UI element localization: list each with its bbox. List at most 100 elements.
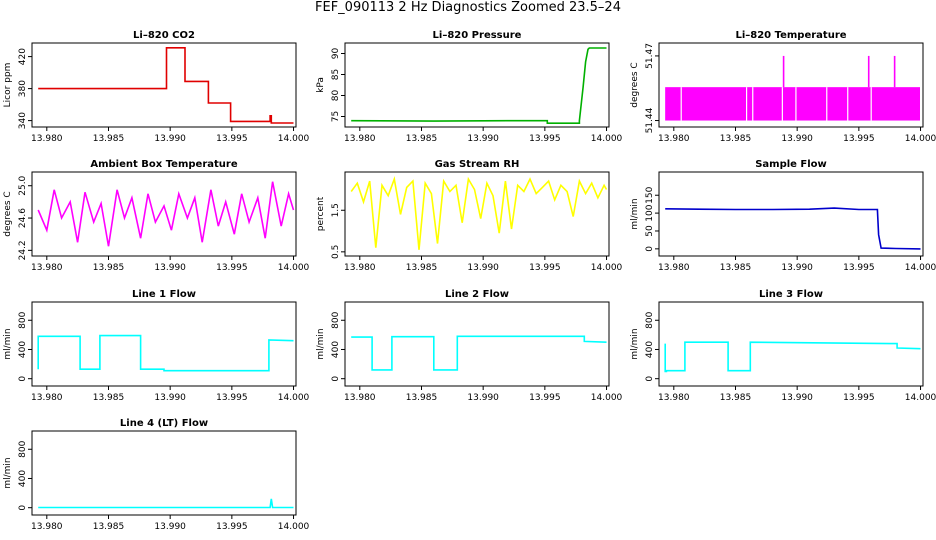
x-tick-label: 13.980 bbox=[658, 393, 690, 403]
y-tick-label: 150 bbox=[645, 186, 655, 203]
chart-title: Line 2 Flow bbox=[445, 289, 509, 300]
chart-panel-5: Gas Stream RH 13.980 13.985 13.990 13.995 14.… bbox=[316, 159, 623, 273]
x-tick-label: 13.995 bbox=[216, 522, 248, 532]
y-tick-label: 0 bbox=[645, 246, 655, 252]
plot-frame bbox=[344, 171, 610, 257]
x-tick-label: 13.990 bbox=[467, 263, 499, 273]
chart-title: Line 4 (LT) Flow bbox=[120, 418, 208, 429]
chart-panel-4: Ambient Box Temperature 13.980 13.985 13.99… bbox=[3, 159, 310, 273]
x-tick-label: 13.995 bbox=[529, 134, 561, 144]
y-tick-label: 80 bbox=[331, 90, 341, 102]
x-tick-label: 13.995 bbox=[216, 134, 248, 144]
plot-frame bbox=[344, 42, 610, 128]
x-tick-label: 13.980 bbox=[658, 134, 690, 144]
y-tick-label: 800 bbox=[331, 311, 341, 328]
series-line-1 bbox=[38, 46, 294, 124]
x-tick-label: 13.990 bbox=[467, 134, 499, 144]
chart-panel-9: Line 3 Flow 13.980 13.985 13.990 13.995 14.00… bbox=[630, 289, 936, 403]
y-tick-label: 90 bbox=[331, 48, 341, 60]
x-tick-label: 14.000 bbox=[905, 393, 936, 403]
x-tick-label: 13.980 bbox=[31, 134, 63, 144]
x-tick-label: 13.990 bbox=[154, 134, 186, 144]
series-line-1 bbox=[37, 181, 295, 247]
x-tick-label: 13.995 bbox=[529, 263, 561, 273]
chart-title: Line 1 Flow bbox=[132, 289, 196, 300]
chart-title: Li–820 Pressure bbox=[433, 30, 522, 41]
x-tick-label: 13.995 bbox=[216, 393, 248, 403]
y-tick-label: 85 bbox=[331, 69, 341, 80]
x-tick-label: 13.995 bbox=[529, 393, 561, 403]
y-tick-label: 0.5 bbox=[331, 245, 341, 259]
x-tick-label: 13.990 bbox=[467, 393, 499, 403]
y-tick-label: 51.47 bbox=[645, 43, 655, 69]
plot-frame bbox=[31, 301, 297, 387]
series-line-1 bbox=[37, 334, 294, 372]
y-tick-label: 51.44 bbox=[645, 107, 655, 133]
y-tick-label: 24.6 bbox=[18, 208, 28, 228]
chart-panel-3: Li–820 Temperature 13.980 13.985 13.990 13.9… bbox=[630, 30, 936, 144]
temperature-band bbox=[665, 87, 920, 121]
series-line-1 bbox=[351, 335, 607, 371]
x-tick-label: 13.985 bbox=[720, 263, 752, 273]
x-tick-label: 13.985 bbox=[720, 134, 752, 144]
x-tick-label: 13.980 bbox=[344, 134, 376, 144]
x-tick-label: 13.985 bbox=[406, 393, 438, 403]
chart-title: Ambient Box Temperature bbox=[90, 159, 237, 170]
plot-frame bbox=[31, 430, 297, 516]
x-tick-label: 13.995 bbox=[843, 263, 875, 273]
x-tick-label: 13.995 bbox=[216, 263, 248, 273]
x-tick-label: 14.000 bbox=[905, 263, 936, 273]
x-tick-label: 13.985 bbox=[720, 393, 752, 403]
y-tick-label: 100 bbox=[645, 204, 655, 221]
x-tick-label: 13.990 bbox=[781, 134, 813, 144]
y-tick-label: 0 bbox=[331, 376, 341, 382]
y-tick-label: 400 bbox=[18, 470, 28, 487]
chart-title: Li–820 Temperature bbox=[735, 30, 846, 41]
y-axis-label: Licor ppm bbox=[3, 63, 13, 108]
series-line-1 bbox=[350, 176, 608, 250]
figure-title: FEF_090113 2 Hz Diagnostics Zoomed 23.5–… bbox=[315, 0, 621, 15]
y-tick-label: 800 bbox=[18, 440, 28, 457]
x-tick-label: 13.990 bbox=[781, 393, 813, 403]
x-tick-label: 13.980 bbox=[658, 263, 690, 273]
y-tick-label: 400 bbox=[18, 341, 28, 358]
y-axis-label: degrees C bbox=[630, 62, 640, 107]
y-axis-label: ml/min bbox=[3, 328, 13, 359]
y-tick-label: 800 bbox=[645, 311, 655, 328]
plot-frame bbox=[31, 42, 297, 128]
x-tick-label: 13.990 bbox=[781, 263, 813, 273]
y-axis-label: ml/min bbox=[316, 328, 326, 359]
y-tick-label: 400 bbox=[331, 341, 341, 358]
y-tick-label: 75 bbox=[331, 111, 341, 122]
chart-panel-2: Li–820 Pressure 13.980 13.985 13.990 13.995 1… bbox=[316, 30, 623, 144]
x-tick-label: 13.980 bbox=[344, 263, 376, 273]
chart-title: Line 3 Flow bbox=[759, 289, 823, 300]
x-tick-label: 13.980 bbox=[31, 263, 63, 273]
y-tick-label: 1.5 bbox=[331, 203, 341, 217]
chart-panel-1: Li–820 CO2 13.980 13.985 13.990 13.995 14.000… bbox=[3, 30, 310, 144]
chart-panel-7: Line 1 Flow 13.980 13.985 13.990 13.995 14.00… bbox=[3, 289, 310, 403]
y-axis-label: percent bbox=[316, 196, 326, 231]
chart-panel-6: Sample Flow 13.980 13.985 13.990 13.995 14.00… bbox=[630, 159, 936, 273]
y-axis-label: ml/min bbox=[3, 457, 13, 488]
chart-title: Li–820 CO2 bbox=[133, 30, 195, 41]
x-tick-label: 13.980 bbox=[31, 522, 63, 532]
y-tick-label: 0 bbox=[645, 376, 655, 382]
x-tick-label: 13.995 bbox=[843, 134, 875, 144]
x-tick-label: 14.000 bbox=[591, 134, 623, 144]
x-tick-label: 14.000 bbox=[278, 134, 310, 144]
y-tick-label: 25.0 bbox=[18, 175, 28, 195]
y-tick-label: 380 bbox=[18, 80, 28, 97]
y-axis-label: ml/min bbox=[630, 198, 640, 229]
x-tick-label: 13.985 bbox=[93, 393, 125, 403]
y-tick-label: 0 bbox=[18, 505, 28, 511]
x-tick-label: 14.000 bbox=[905, 134, 936, 144]
plot-frame bbox=[658, 171, 924, 257]
y-tick-label: 0 bbox=[18, 376, 28, 382]
plot-frame bbox=[344, 301, 610, 387]
chart-panel-10: Line 4 (LT) Flow 13.980 13.985 13.990 13.995… bbox=[3, 418, 310, 532]
x-tick-label: 14.000 bbox=[278, 263, 310, 273]
plot-frame bbox=[658, 301, 924, 387]
x-tick-label: 13.980 bbox=[31, 393, 63, 403]
